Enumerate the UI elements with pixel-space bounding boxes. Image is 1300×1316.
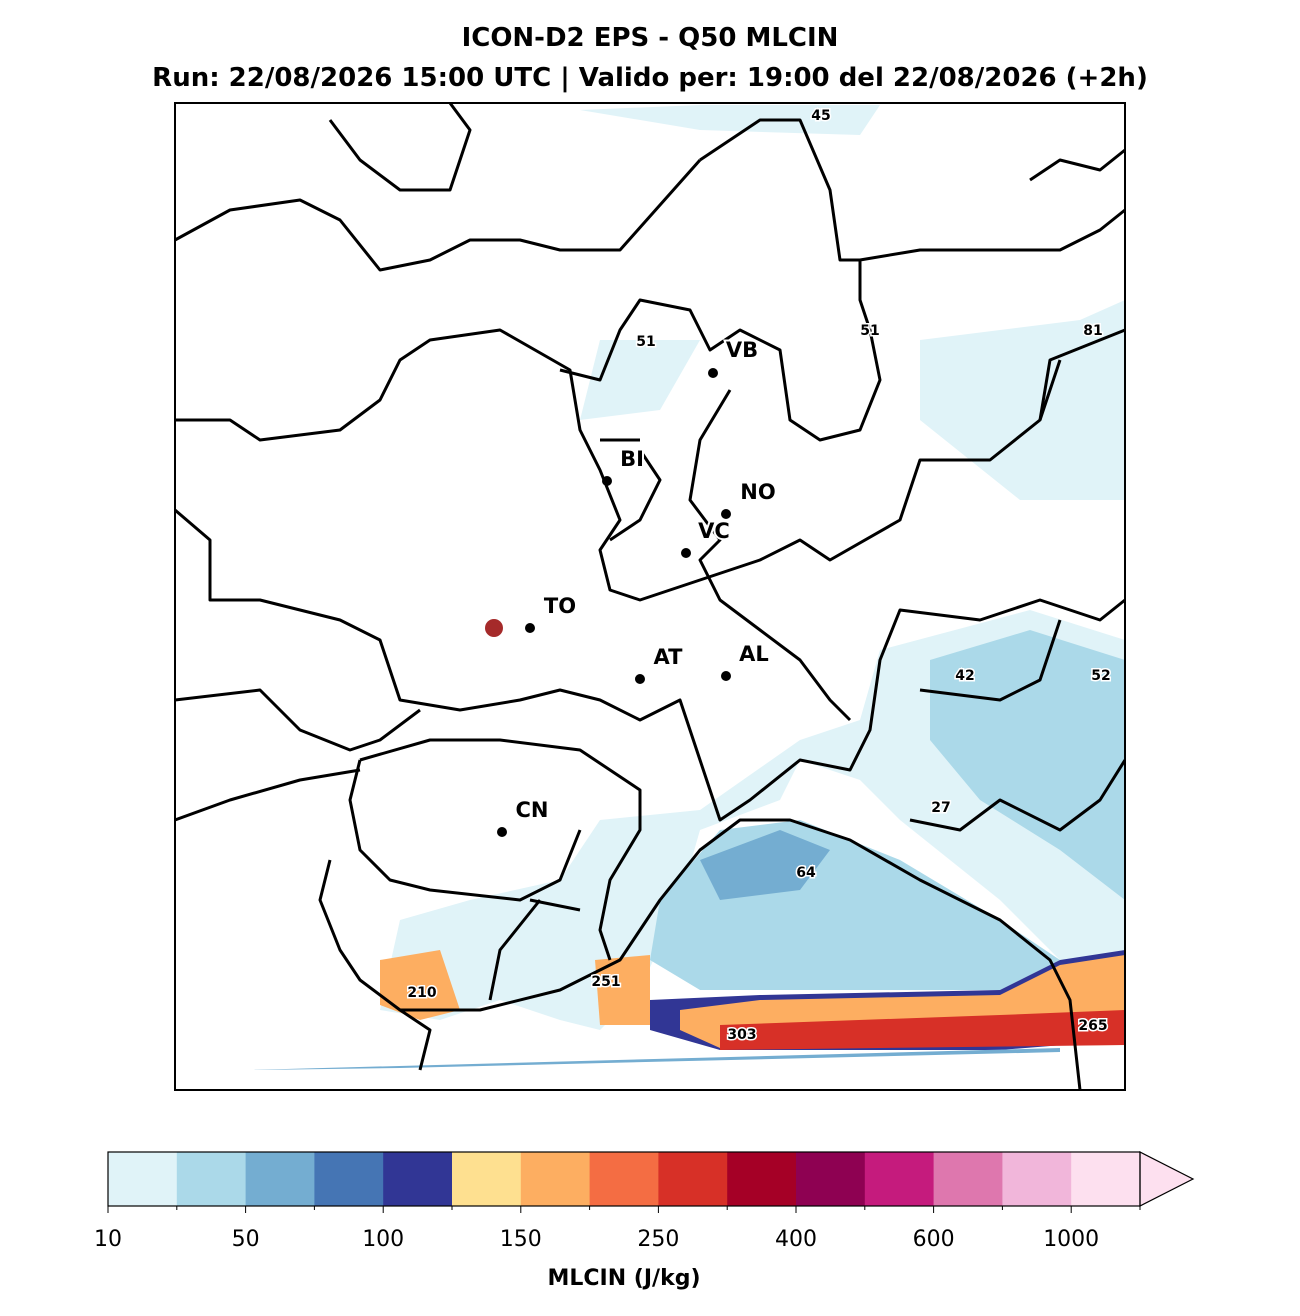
colorbar-swatch bbox=[383, 1152, 453, 1206]
borders bbox=[175, 103, 1125, 1090]
colorbar-tick-label: 250 bbox=[637, 1227, 679, 1252]
contour-label: 81 bbox=[1083, 323, 1102, 339]
city-dot bbox=[721, 671, 731, 681]
city-dot bbox=[497, 827, 507, 837]
colorbar-swatch bbox=[727, 1152, 797, 1206]
city-dot bbox=[635, 674, 645, 684]
colorbar-tick-label: 150 bbox=[500, 1227, 542, 1252]
colorbar: 10 50 100 150 250 400 600 1000 bbox=[94, 1151, 1195, 1252]
city-label: AL bbox=[739, 642, 769, 666]
colorbar-swatch bbox=[176, 1152, 247, 1206]
colorbar-swatch bbox=[864, 1152, 935, 1206]
colorbar-tick-label: 10 bbox=[94, 1227, 122, 1252]
contour-label: 303 bbox=[727, 1027, 756, 1043]
colorbar-swatch bbox=[245, 1152, 315, 1206]
city-label: AT bbox=[654, 645, 684, 669]
title: ICON-D2 EPS - Q50 MLCIN bbox=[462, 23, 839, 53]
colorbar-swatch bbox=[108, 1152, 178, 1206]
city-dot bbox=[602, 476, 612, 486]
colorbar-tick-label: 1000 bbox=[1043, 1227, 1099, 1252]
contour-label: 45 bbox=[811, 108, 830, 124]
colorbar-swatch bbox=[658, 1152, 728, 1206]
colorbar-frame bbox=[107, 1151, 1141, 1207]
colorbar-swatch bbox=[933, 1152, 1003, 1206]
colorbar-tick-label: 400 bbox=[775, 1227, 817, 1252]
colorbar-swatch bbox=[520, 1152, 591, 1206]
city-dot bbox=[721, 509, 731, 519]
contour-label: 42 bbox=[955, 668, 974, 684]
contour-label: 51 bbox=[636, 334, 655, 350]
map-frame bbox=[174, 102, 1126, 1091]
colorbar-tick-label: 100 bbox=[362, 1227, 404, 1252]
city-label: BI bbox=[620, 447, 644, 471]
location-marker bbox=[485, 619, 503, 637]
colorbar-swatch bbox=[1002, 1152, 1072, 1206]
city-dot bbox=[708, 368, 718, 378]
colorbar-tick-label: 50 bbox=[232, 1227, 260, 1252]
contour-label: 27 bbox=[931, 800, 950, 816]
colorbar-swatch bbox=[589, 1152, 659, 1206]
colorbar-swatch bbox=[796, 1152, 866, 1206]
city-label: TO bbox=[544, 594, 576, 618]
contour-label: 265 bbox=[1078, 1018, 1107, 1034]
colorbar-swatch bbox=[452, 1152, 522, 1206]
city-dot bbox=[525, 623, 535, 633]
subtitle: Run: 22/08/2026 15:00 UTC | Valido per: … bbox=[152, 63, 1148, 93]
city-label: VC bbox=[698, 519, 730, 543]
city-label: NO bbox=[740, 480, 775, 504]
contour-label: 251 bbox=[591, 974, 620, 990]
city-dot bbox=[681, 548, 691, 558]
contour-label: 51 bbox=[860, 323, 879, 339]
city-label: CN bbox=[516, 798, 549, 822]
contour-label: 210 bbox=[407, 985, 436, 1001]
colorbar-tick-label: 600 bbox=[913, 1227, 955, 1252]
contour-label: 64 bbox=[796, 865, 816, 881]
map-shading bbox=[250, 105, 1125, 1070]
contour-label: 52 bbox=[1091, 668, 1110, 684]
colorbar-swatch bbox=[314, 1152, 384, 1206]
colorbar-label: MLCIN (J/kg) bbox=[547, 1266, 700, 1291]
colorbar-extend bbox=[1139, 1151, 1195, 1207]
city-label: VB bbox=[726, 338, 758, 362]
colorbar-swatch bbox=[1071, 1152, 1141, 1206]
